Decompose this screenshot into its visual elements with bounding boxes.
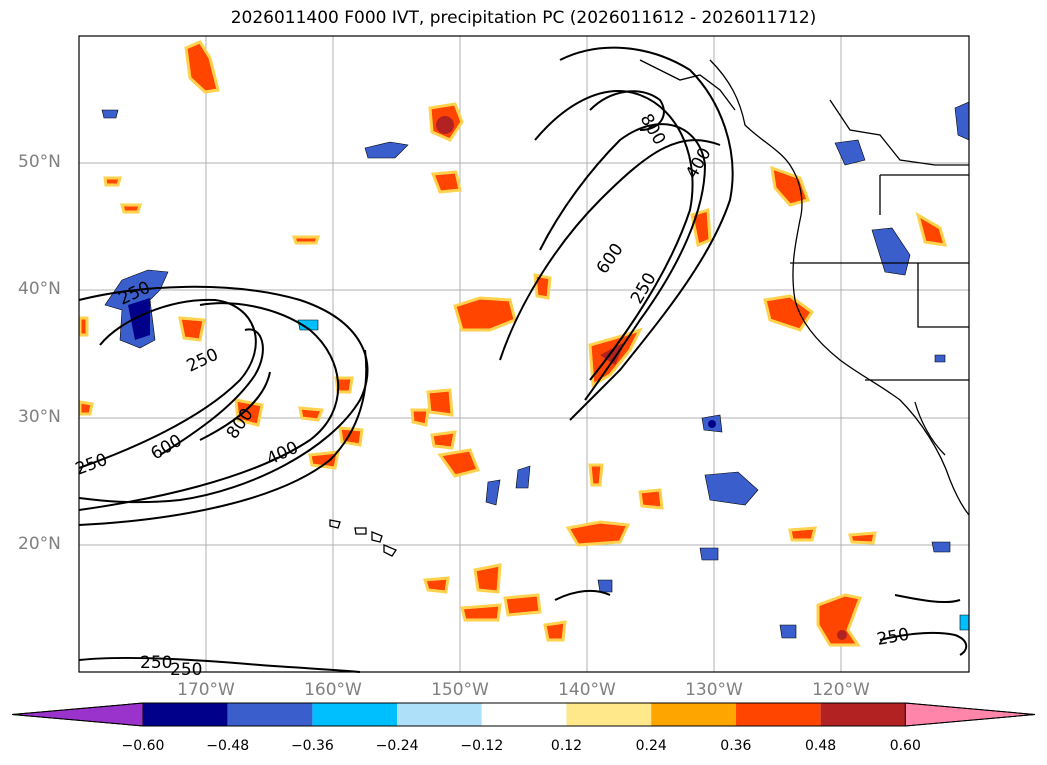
ivt-contours: [78, 46, 968, 673]
lat-label: 20°N: [18, 534, 61, 554]
lon-label: 140°W: [558, 680, 616, 700]
colorbar-segment: [735, 703, 821, 726]
colorbar-tick-label: 0.60: [889, 738, 921, 754]
map-frame: [78, 35, 970, 673]
coastlines: [639, 59, 970, 516]
contour-label: 400: [264, 438, 302, 470]
precip-positive-blobs: [78, 40, 948, 647]
colorbar-tick-label: −0.36: [290, 738, 334, 754]
lon-label: 160°W: [304, 680, 362, 700]
colorbar-tick-label: 0.24: [635, 738, 667, 754]
colorbar-segment: [143, 703, 228, 726]
colorbar-extend-min: [11, 702, 144, 727]
colorbar-segment: [481, 703, 567, 726]
colorbar: [11, 702, 1036, 727]
lon-label: 150°W: [431, 680, 489, 700]
colorbar-outline: [11, 702, 1036, 727]
colorbar-tick-label: 0.48: [805, 738, 837, 754]
lat-label: 30°N: [18, 407, 61, 427]
colorbar-segment: [651, 703, 736, 726]
colorbar-segment: [227, 703, 313, 726]
contour-label: 250: [184, 345, 222, 377]
contour-label: 250: [627, 269, 661, 307]
lon-label: 120°W: [812, 680, 870, 700]
colorbar-tick-label: −0.24: [375, 738, 419, 754]
colorbar-tick-label: −0.12: [460, 738, 504, 754]
contour-label-group: 250 250 250 600 800 400 250 250 600 800 …: [73, 111, 911, 681]
lon-label: 130°W: [685, 680, 743, 700]
colorbar-segment: [312, 703, 398, 726]
contour-label: 600: [593, 240, 628, 278]
hawaiian-islands: [329, 519, 397, 557]
colorbar-tick-label: 0.36: [720, 738, 752, 754]
colorbar-segment: [820, 703, 906, 726]
map-title: 2026011400 F000 IVT, precipitation PC (2…: [230, 8, 817, 28]
lon-label: 170°W: [177, 680, 235, 700]
precip-negative-blobs: [101, 101, 970, 639]
contour-label: 600: [148, 431, 186, 465]
lat-label: 40°N: [18, 279, 61, 299]
colorbar-extend-max: [904, 702, 1036, 727]
contour-label: 250: [875, 625, 910, 650]
colorbar-segment: [397, 703, 482, 726]
colorbar-tick-label: −0.48: [206, 738, 250, 754]
contour-label: 250: [170, 660, 202, 680]
colorbar-tick-label: 0.12: [550, 738, 583, 754]
contour-label: 250: [140, 653, 172, 673]
lat-label: 50°N: [18, 152, 61, 172]
colorbar-tick-label: −0.60: [121, 738, 165, 754]
colorbar-segment: [566, 703, 652, 726]
